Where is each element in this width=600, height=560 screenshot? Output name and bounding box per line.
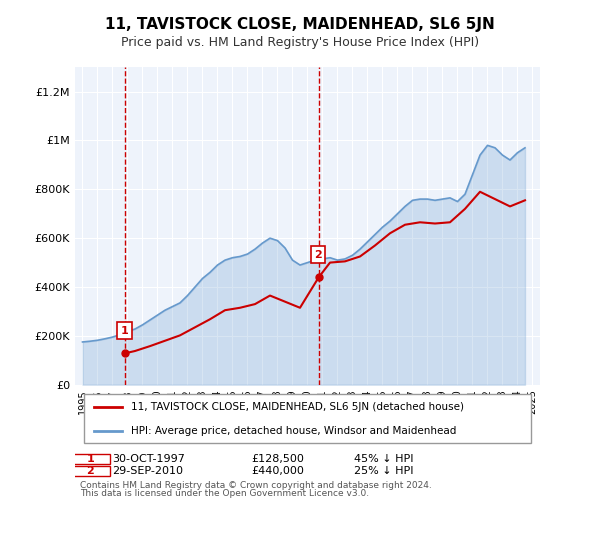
Text: HPI: Average price, detached house, Windsor and Maidenhead: HPI: Average price, detached house, Wind…	[131, 426, 456, 436]
Text: 11, TAVISTOCK CLOSE, MAIDENHEAD, SL6 5JN (detached house): 11, TAVISTOCK CLOSE, MAIDENHEAD, SL6 5JN…	[131, 402, 464, 412]
Text: Contains HM Land Registry data © Crown copyright and database right 2024.: Contains HM Land Registry data © Crown c…	[80, 481, 431, 490]
Text: £128,500: £128,500	[252, 454, 305, 464]
FancyBboxPatch shape	[70, 466, 110, 476]
Text: This data is licensed under the Open Government Licence v3.0.: This data is licensed under the Open Gov…	[80, 489, 369, 498]
Text: 2: 2	[86, 466, 94, 476]
Text: 29-SEP-2010: 29-SEP-2010	[112, 466, 183, 476]
FancyBboxPatch shape	[84, 394, 531, 444]
Text: £440,000: £440,000	[252, 466, 305, 476]
Text: Price paid vs. HM Land Registry's House Price Index (HPI): Price paid vs. HM Land Registry's House …	[121, 36, 479, 49]
Text: 45% ↓ HPI: 45% ↓ HPI	[354, 454, 413, 464]
Text: 25% ↓ HPI: 25% ↓ HPI	[354, 466, 413, 476]
Text: 1: 1	[121, 326, 128, 336]
Text: 30-OCT-1997: 30-OCT-1997	[112, 454, 185, 464]
Text: 2: 2	[314, 250, 322, 260]
Text: 1: 1	[86, 454, 94, 464]
Text: 11, TAVISTOCK CLOSE, MAIDENHEAD, SL6 5JN: 11, TAVISTOCK CLOSE, MAIDENHEAD, SL6 5JN	[105, 17, 495, 32]
FancyBboxPatch shape	[70, 454, 110, 464]
